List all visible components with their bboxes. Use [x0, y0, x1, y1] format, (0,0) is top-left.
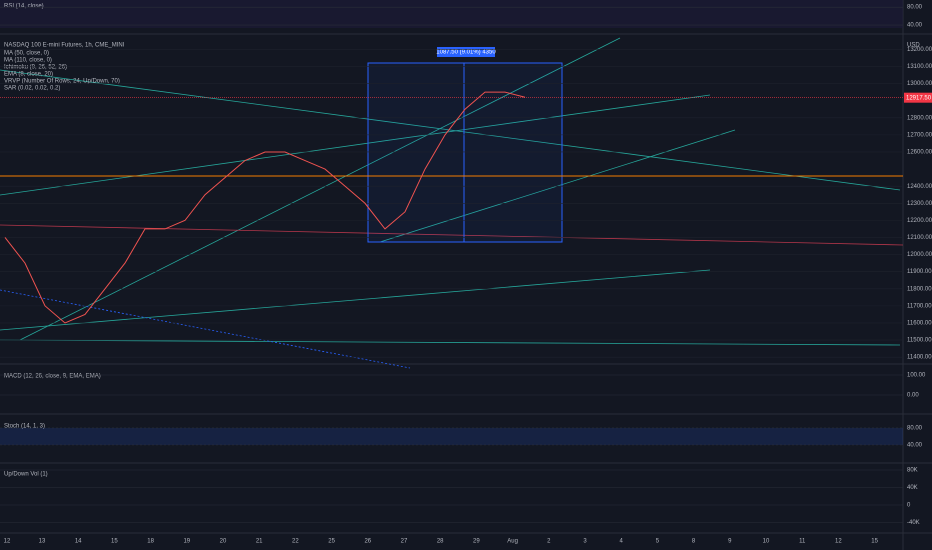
y-tick-label: 12300.00 — [907, 201, 932, 207]
x-tick-label: 25 — [328, 539, 335, 545]
x-tick-label: 9 — [728, 539, 732, 545]
y-tick-label: 11600.00 — [907, 321, 932, 327]
y-tick-label: 12400.00 — [907, 184, 932, 190]
x-tick-label: 13 — [39, 539, 46, 545]
y-tick-label: 12100.00 — [907, 235, 932, 241]
x-tick-label: 12 — [4, 539, 11, 545]
x-tick-label: 26 — [364, 539, 371, 545]
y-tick-label: 40.00 — [907, 23, 923, 29]
x-tick-label: 27 — [401, 539, 408, 545]
y-tick-label: 80K — [907, 468, 918, 474]
measure-label-bg — [437, 47, 495, 57]
y-tick-label: 40.00 — [907, 443, 923, 449]
x-tick-label: 21 — [256, 539, 263, 545]
x-tick-label: 3 — [583, 539, 587, 545]
y-tick-label: 12000.00 — [907, 252, 932, 258]
x-tick-label: 15 — [871, 539, 878, 545]
measure-tool — [367, 62, 563, 243]
x-tick-label: 2 — [547, 539, 551, 545]
x-tick-label: 18 — [147, 539, 154, 545]
indicator-label: MA (50, close, 0) — [4, 51, 49, 57]
last-price-label: 12917.50 — [906, 95, 932, 101]
pane-title: RSI (14, close) — [4, 4, 44, 10]
y-tick-label: 80.00 — [907, 5, 923, 11]
y-tick-label: 12800.00 — [907, 115, 932, 121]
indicator-label: Ichimoku (9, 26, 52, 26) — [4, 65, 67, 71]
x-tick-label: 4 — [620, 539, 624, 545]
y-tick-label: 11800.00 — [907, 286, 932, 292]
x-tick-label: 29 — [473, 539, 480, 545]
y-tick-label: 13100.00 — [907, 64, 932, 70]
indicator-label: MA (110, close, 0) — [4, 58, 52, 64]
indicator-label: EMA (8, close, 20) — [4, 72, 53, 78]
x-tick-label: 12 — [835, 539, 842, 545]
pane-title: Up/Down Vol (1) — [4, 472, 48, 478]
y-tick-label: 0.00 — [907, 393, 919, 399]
y-tick-label: 12200.00 — [907, 218, 932, 224]
pane-title: MACD (12, 26, close, 9, EMA, EMA) — [4, 374, 101, 380]
last-price-tag — [904, 92, 932, 103]
y-tick-label: 80.00 — [907, 426, 923, 432]
y-tick-label: 11700.00 — [907, 303, 932, 309]
price-line — [4, 91, 526, 324]
symbol-title: NASDAQ 100 E-mini Futures, 1h, CME_MINI — [4, 43, 125, 49]
stoch-band — [0, 427, 903, 445]
y-tick-label: 40K — [907, 485, 918, 491]
x-tick-label: 14 — [75, 539, 82, 545]
indicator-label: SAR (0.02, 0.02, 0.2) — [4, 86, 60, 92]
x-tick-label: Aug — [507, 539, 518, 545]
rsi-band — [0, 0, 903, 28]
currency: USD — [907, 43, 920, 49]
measure-label: 1087.50 (9.01%) 4350 — [436, 50, 496, 56]
y-tick-label: 12600.00 — [907, 150, 932, 156]
pane-title: Stoch (14, 1, 3) — [4, 424, 45, 430]
x-tick-label: 8 — [692, 539, 696, 545]
y-tick-label: 0 — [907, 503, 911, 509]
x-tick-label: 5 — [656, 539, 660, 545]
y-tick-label: 13000.00 — [907, 81, 932, 87]
x-tick-label: 19 — [183, 539, 190, 545]
x-tick-label: 28 — [437, 539, 444, 545]
y-tick-label: 13200.00 — [907, 47, 932, 53]
indicator-label: VRVP (Number Of Rows, 24, Up/Down, 70) — [4, 79, 120, 85]
y-tick-label: -40K — [907, 520, 920, 526]
y-tick-label: 11500.00 — [907, 338, 932, 344]
y-tick-label: 11900.00 — [907, 269, 932, 275]
x-tick-label: 20 — [220, 539, 227, 545]
x-tick-label: 15 — [111, 539, 118, 545]
x-tick-label: 22 — [292, 539, 299, 545]
x-tick-label: 11 — [799, 539, 806, 545]
x-tick-label: 10 — [763, 539, 770, 545]
y-tick-label: 11400.00 — [907, 355, 932, 361]
y-tick-label: 12700.00 — [907, 132, 932, 138]
y-tick-label: 100.00 — [907, 373, 926, 379]
